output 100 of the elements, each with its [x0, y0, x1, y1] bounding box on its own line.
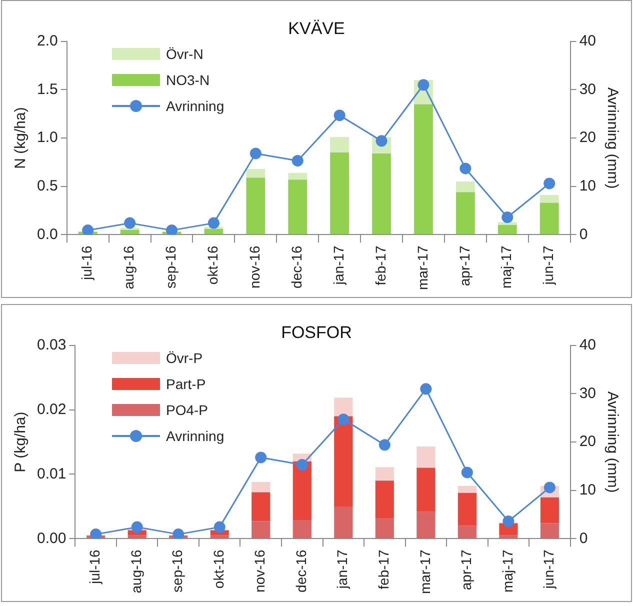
y2-tick-label: 10 — [579, 481, 596, 498]
bar — [288, 180, 308, 234]
x-tick-label: jul-16 — [78, 245, 95, 281]
x-tick-label: feb-17 — [376, 549, 392, 590]
x-tick-label: maj-17 — [498, 245, 514, 288]
point — [378, 439, 390, 451]
y-tick-label: 0.01 — [36, 465, 66, 482]
bar — [330, 152, 349, 234]
bar — [456, 192, 475, 234]
point — [296, 458, 308, 470]
x-tick-label: aug-16 — [120, 245, 137, 290]
y2-tick-label: 40 — [579, 32, 596, 50]
x-tick-label: nov-16 — [246, 245, 263, 288]
point — [420, 383, 432, 395]
bar — [458, 492, 476, 526]
legend-label: PO4-P — [166, 402, 208, 418]
bar — [120, 230, 140, 234]
y-tick-label: 0.03 — [36, 336, 66, 354]
y-tick-label: 2.0 — [36, 32, 58, 50]
x-tick-label: maj-17 — [499, 549, 516, 592]
x-tick-label: apr-17 — [456, 245, 472, 286]
y-axis-title: N (kg/ha) — [12, 107, 30, 169]
x-tick-label: nov-16 — [252, 549, 268, 592]
point — [292, 154, 304, 166]
y2-tick-label: 20 — [579, 129, 596, 146]
legend-label: NO3-N — [166, 72, 210, 88]
point — [460, 162, 472, 174]
y-tick-label: 0.0 — [36, 226, 58, 243]
bar — [246, 168, 266, 178]
point — [250, 148, 262, 160]
point — [214, 521, 226, 533]
bar — [204, 228, 224, 234]
point — [82, 224, 94, 235]
point — [255, 452, 267, 464]
y2-axis-title: Avrinning (mm) — [604, 87, 621, 189]
point — [461, 466, 473, 478]
bar — [246, 178, 266, 234]
y2-tick-label: 40 — [579, 336, 596, 354]
x-tick-label: feb-17 — [372, 245, 388, 286]
x-tick-label: mar-17 — [414, 245, 430, 290]
point — [172, 528, 184, 539]
legend-label: Övr-P — [166, 350, 203, 366]
bar — [540, 497, 559, 524]
x-tick-label: jun-17 — [540, 549, 557, 590]
point — [166, 224, 178, 235]
point — [338, 414, 350, 426]
point — [418, 79, 430, 91]
y2-tick-label: 20 — [579, 433, 596, 450]
bar — [375, 467, 394, 481]
y-tick-label: 1.5 — [36, 80, 58, 98]
point — [131, 521, 143, 533]
bar — [210, 535, 229, 538]
x-tick-label: sep-16 — [162, 245, 179, 288]
bar — [540, 202, 559, 234]
y2-tick-label: 30 — [579, 384, 596, 402]
point — [544, 482, 556, 494]
bar — [414, 104, 433, 234]
chart-title: KVÄVE — [288, 18, 345, 38]
x-tick-label: sep-16 — [169, 549, 186, 592]
bar — [372, 153, 391, 234]
x-tick-label: jun-17 — [540, 245, 556, 286]
y2-axis-title: Avrinning (mm) — [604, 391, 621, 493]
bar — [416, 446, 436, 468]
bar — [540, 195, 559, 203]
point — [502, 212, 514, 224]
point — [208, 217, 220, 229]
bar — [128, 535, 146, 538]
x-tick-label: mar-17 — [416, 549, 433, 594]
y2-tick-label: 0 — [579, 226, 588, 243]
bar — [416, 512, 436, 538]
y2-tick-label: 0 — [579, 530, 588, 547]
bar — [540, 523, 559, 538]
bar — [292, 461, 312, 520]
chart-title: FOSFOR — [281, 322, 352, 342]
x-tick-label: apr-17 — [458, 549, 474, 590]
bar — [458, 486, 476, 493]
legend-label: Avrinning — [166, 98, 224, 114]
bar — [252, 482, 270, 492]
y2-tick-label: 10 — [579, 177, 596, 194]
x-tick-label: okt-16 — [210, 549, 226, 589]
legend-label: Part-P — [166, 376, 206, 392]
x-tick-label: jan-17 — [334, 549, 350, 590]
point — [502, 516, 514, 528]
bar — [498, 222, 517, 225]
bar — [252, 492, 270, 522]
y-tick-label: 1.0 — [36, 129, 58, 146]
point — [90, 528, 102, 539]
x-tick-label: jul-16 — [86, 549, 103, 585]
x-tick-label: jan-17 — [330, 245, 346, 286]
x-tick-label: okt-16 — [204, 245, 221, 285]
bar — [375, 480, 394, 518]
bar — [334, 416, 353, 506]
bar — [292, 520, 312, 538]
bar — [416, 468, 436, 512]
x-tick-label: aug-16 — [128, 549, 144, 594]
x-tick-label: dec-16 — [288, 245, 304, 288]
bar — [334, 398, 353, 416]
bar — [330, 137, 349, 153]
y2-tick-label: 30 — [579, 80, 596, 98]
bar — [252, 521, 270, 538]
